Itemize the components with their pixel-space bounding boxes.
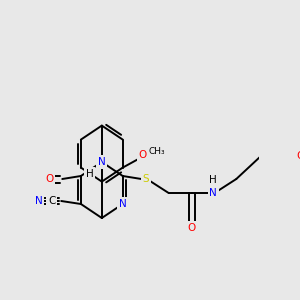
Text: N: N xyxy=(35,196,43,206)
Text: N: N xyxy=(98,157,106,167)
Text: CH₃: CH₃ xyxy=(148,147,165,156)
Text: C: C xyxy=(48,196,56,206)
Text: N: N xyxy=(209,188,217,198)
Text: O: O xyxy=(45,174,53,184)
Text: H: H xyxy=(86,169,94,179)
Text: H: H xyxy=(209,175,217,185)
Text: O: O xyxy=(139,150,147,160)
Text: O: O xyxy=(296,151,300,161)
Text: N: N xyxy=(119,199,127,209)
Text: S: S xyxy=(142,174,149,184)
Text: O: O xyxy=(188,223,196,232)
